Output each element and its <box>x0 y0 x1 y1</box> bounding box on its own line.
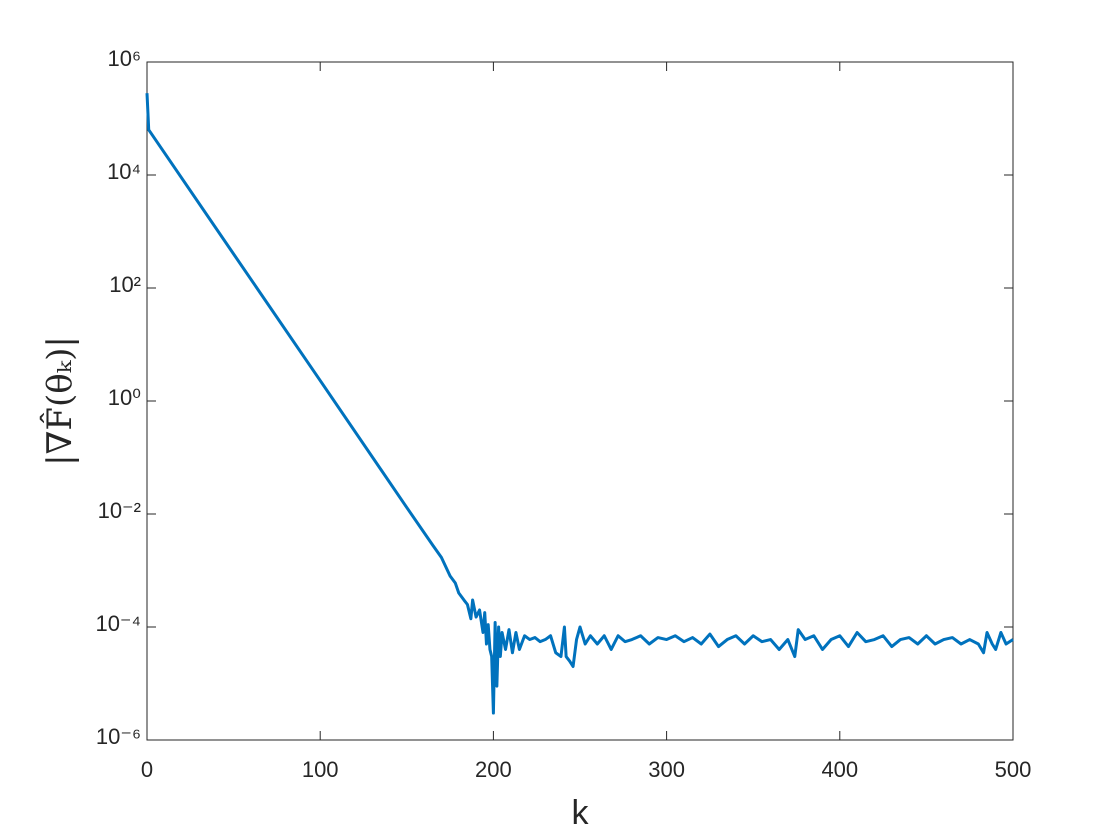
y-tick-label: 10⁰ <box>108 385 141 410</box>
y-tick-label: 10⁴ <box>107 159 141 184</box>
x-axis-label: k <box>572 794 590 832</box>
data-line <box>145 93 1014 715</box>
y-axis-label: |∇F̂(θₖ)| <box>39 336 80 466</box>
x-tick-label: 300 <box>648 757 685 782</box>
y-tick-label: 10⁻⁴ <box>95 611 141 636</box>
x-tick-label: 0 <box>141 757 153 782</box>
y-tick-label: 10⁻² <box>98 498 141 523</box>
y-tick-label: 10² <box>109 272 141 297</box>
x-tick-label: 200 <box>475 757 512 782</box>
x-tick-label: 100 <box>302 757 339 782</box>
y-tick-label: 10⁻⁶ <box>96 724 141 749</box>
plot-area <box>146 61 1014 741</box>
y-tick-label: 10⁶ <box>107 46 141 71</box>
x-tick-label: 500 <box>995 757 1032 782</box>
x-tick-label: 400 <box>821 757 858 782</box>
